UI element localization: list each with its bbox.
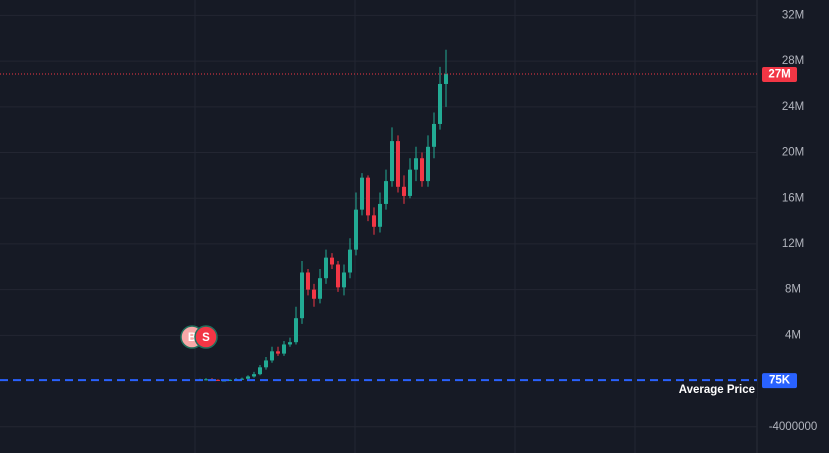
candle-body [372, 215, 376, 227]
candle-body [408, 169, 412, 196]
y-tick-label: 24M [782, 101, 804, 113]
candle-body [270, 351, 274, 361]
candle-body [258, 367, 262, 375]
candle-body [336, 264, 340, 288]
y-tick-label: 8M [785, 284, 801, 296]
candle-body [312, 289, 316, 299]
y-tick-label: 28M [782, 55, 804, 67]
trade-marker-label: S [202, 332, 210, 344]
candle-body [324, 257, 328, 279]
candle-body [348, 249, 352, 273]
candle-body [252, 374, 256, 377]
line-name: Average Price [679, 384, 755, 396]
candle-body [288, 342, 292, 345]
candle-body [246, 376, 250, 379]
candle-body [366, 177, 370, 216]
price-label: 75K [769, 375, 791, 387]
y-tick-label: 20M [782, 147, 804, 159]
price-label: 27M [768, 69, 790, 81]
candle-body [384, 181, 388, 204]
y-tick-label: -4000000 [769, 421, 818, 433]
candle-body [444, 74, 448, 84]
candle-body [306, 272, 310, 290]
candle-body [342, 272, 346, 288]
candle-body [396, 141, 400, 187]
y-tick-label: 32M [782, 9, 804, 21]
candle-body [318, 278, 322, 299]
candle-body [378, 203, 382, 227]
candle-body [276, 351, 280, 354]
candle-body [426, 146, 430, 182]
price-label-box [762, 373, 797, 389]
trade-marker-label: B [188, 332, 196, 344]
price-label-box [762, 67, 797, 83]
y-tick-label: 4M [785, 329, 801, 341]
candle-body [216, 379, 220, 381]
candle-body [402, 186, 406, 196]
candle-body [414, 158, 418, 170]
candle-body [354, 209, 358, 250]
candle-body [294, 318, 298, 343]
candle-body [438, 83, 442, 124]
candle-body [264, 360, 268, 368]
candle-body [204, 379, 208, 381]
candle-body [390, 141, 394, 182]
y-tick-label: 16M [782, 192, 804, 204]
candle-body [432, 123, 436, 147]
candle-body [360, 177, 364, 210]
candle-body [420, 158, 424, 182]
candle-body [330, 257, 334, 265]
line-name-box [676, 382, 757, 399]
trade-marker [194, 325, 218, 349]
candle-body [282, 344, 286, 354]
candle-body [228, 379, 232, 381]
candle-body [300, 272, 304, 319]
y-tick-label: 12M [782, 238, 804, 250]
